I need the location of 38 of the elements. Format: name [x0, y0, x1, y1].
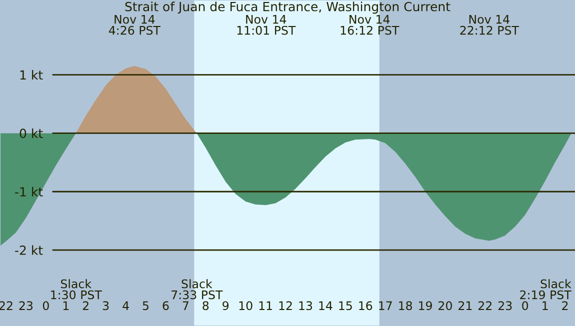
y-tick-label: 1 kt: [20, 70, 43, 80]
x-tick-label: 1: [63, 301, 69, 310]
x-tick-label: 14: [319, 301, 332, 310]
x-tick-label: 5: [142, 301, 148, 310]
x-tick-label: 22: [478, 301, 492, 310]
x-tick-label: 19: [419, 301, 432, 310]
annotation: Slack 7:33 PST: [172, 279, 223, 300]
x-tick-label: 11: [259, 301, 272, 310]
x-tick-label: 18: [399, 301, 412, 310]
x-tick-label: 20: [438, 301, 452, 310]
x-tick-label: 0: [42, 301, 49, 310]
x-tick-label: 7: [182, 301, 188, 310]
x-tick-label: 12: [279, 301, 292, 310]
x-tick-label: 23: [498, 301, 512, 310]
x-tick-label: 23: [19, 301, 33, 310]
annotation: Slack 1:30 PST: [51, 279, 102, 300]
annotation: Nov 14 22:12 PST: [460, 15, 519, 35]
annotation: Nov 14 4:26 PST: [108, 15, 161, 35]
x-tick-label: 13: [299, 301, 312, 310]
x-tick-label: 15: [339, 301, 352, 310]
x-tick-label: 3: [102, 301, 109, 310]
x-tick-label: 4: [122, 301, 129, 310]
x-tick-label: 6: [162, 301, 169, 310]
annotation: Nov 14 11:01 PST: [237, 15, 296, 35]
annotation: Nov 14 16:12 PST: [340, 15, 400, 35]
x-tick-label: 1: [542, 301, 548, 310]
y-tick-label: -2 kt: [15, 245, 43, 255]
x-tick-label: 2: [562, 301, 568, 310]
x-tick-label: 10: [239, 301, 252, 310]
x-tick-label: 8: [202, 301, 209, 310]
x-tick-label: 0: [522, 301, 528, 310]
annotation: Slack 2:19 PST: [520, 279, 572, 300]
x-tick-label: 21: [458, 301, 472, 310]
chart-title: Strait of Juan de Fuca Entrance, Washington Current: [125, 2, 450, 14]
x-tick-label: 9: [222, 301, 229, 310]
x-tick-label: 16: [359, 301, 372, 310]
x-tick-label: 2: [82, 301, 88, 310]
x-tick-label: 17: [379, 301, 392, 310]
